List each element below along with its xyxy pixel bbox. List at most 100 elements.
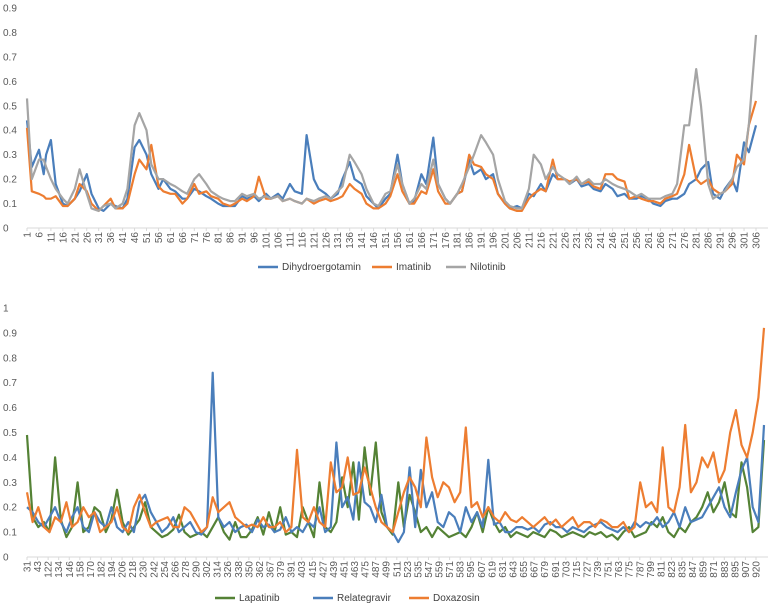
legend-label: Nilotinib xyxy=(470,262,506,273)
x-tick-label: 451 xyxy=(340,561,351,578)
x-tick-label: 559 xyxy=(435,561,446,578)
y-tick-label: 0.4 xyxy=(3,126,17,137)
x-tick-label: 136 xyxy=(345,232,356,249)
x-tick-label: 823 xyxy=(667,561,678,578)
x-tick-label: 871 xyxy=(709,561,720,578)
x-tick-label: 254 xyxy=(160,561,171,578)
y-tick-label: 0.9 xyxy=(3,328,17,339)
x-tick-label: 799 xyxy=(646,561,657,578)
x-tick-label: 226 xyxy=(560,232,571,249)
x-tick-label: 242 xyxy=(149,561,160,578)
x-tick-label: 811 xyxy=(656,561,667,577)
x-tick-label: 158 xyxy=(75,561,86,578)
x-tick-label: 121 xyxy=(309,232,320,249)
x-tick-label: 6 xyxy=(35,232,46,238)
x-tick-label: 11 xyxy=(46,232,57,243)
x-tick-label: 679 xyxy=(540,561,551,578)
x-tick-label: 61 xyxy=(166,232,177,244)
x-tick-label: 655 xyxy=(519,561,530,578)
chart-1: 00.10.20.30.40.50.60.70.80.91 6 11 16 21 26 31… xyxy=(3,4,768,273)
series-line-imatinib xyxy=(25,100,758,212)
x-tick-label: 134 xyxy=(54,561,65,578)
x-tick-label: 499 xyxy=(382,561,393,578)
x-tick-label: 350 xyxy=(244,561,255,578)
x-tick-label: 96 xyxy=(250,232,261,244)
x-tick-label: 607 xyxy=(477,561,488,578)
x-tick-label: 166 xyxy=(417,232,428,249)
x-tick-label: 787 xyxy=(635,561,646,578)
y-tick-label: 0.8 xyxy=(3,353,17,364)
x-tick-label: 475 xyxy=(361,561,372,578)
legend: Dihydroergotamin Imatinib Nilotinib xyxy=(258,262,506,273)
x-tick-label: 523 xyxy=(403,561,414,578)
x-tick-label: 151 xyxy=(381,232,392,249)
x-tick-label: 338 xyxy=(234,561,245,578)
x-tick-label: 715 xyxy=(572,561,583,578)
x-tick-label: 703 xyxy=(561,561,572,578)
legend-label: Doxazosin xyxy=(433,593,480,604)
y-tick-label: 0.4 xyxy=(3,453,17,464)
x-tick-label: 230 xyxy=(139,561,150,578)
y-tick-label: 1 xyxy=(3,304,9,315)
legend-label: Lapatinib xyxy=(239,593,280,604)
series-line-dihydroergotamin xyxy=(25,120,758,212)
y-tick-label: 0.2 xyxy=(3,175,17,186)
x-tick-label: 667 xyxy=(530,561,541,578)
x-tick-label: 367 xyxy=(266,561,277,578)
y-tick-label: 0 xyxy=(3,224,9,235)
x-tick-label: 170 xyxy=(86,561,97,578)
x-tick-label: 643 xyxy=(509,561,520,578)
x-tick-label: 859 xyxy=(699,561,710,578)
x-tick-label: 216 xyxy=(536,232,547,249)
x-tick-label: 895 xyxy=(730,561,741,578)
x-tick-label: 266 xyxy=(656,232,667,249)
y-tick-label: 0.7 xyxy=(3,52,17,63)
x-tick-label: 391 xyxy=(287,561,298,578)
x-tick-label: 427 xyxy=(318,561,329,578)
x-tick-label: 739 xyxy=(593,561,604,578)
x-tick-label: 181 xyxy=(453,232,464,249)
x-tick-label: 116 xyxy=(297,232,308,248)
series-line-nilotinib xyxy=(25,34,758,212)
x-tick-label: 487 xyxy=(371,561,382,578)
x-tick-label: 314 xyxy=(213,561,224,578)
legend-label: Relategravir xyxy=(337,593,392,604)
y-tick-label: 0.1 xyxy=(3,528,17,539)
x-tick-label: 31 xyxy=(23,561,34,573)
y-tick-label: 0.5 xyxy=(3,428,17,439)
x-tick-label: 276 xyxy=(680,232,691,249)
x-tick-label: 281 xyxy=(692,232,703,249)
y-tick-label: 0.3 xyxy=(3,150,17,161)
x-tick-label: 66 xyxy=(178,232,189,244)
x-tick-label: 415 xyxy=(308,561,319,578)
x-tick-label: 194 xyxy=(107,561,118,578)
x-tick-label: 302 xyxy=(202,561,213,578)
x-tick-label: 403 xyxy=(297,561,308,578)
x-tick-label: 583 xyxy=(456,561,467,578)
x-tick-label: 763 xyxy=(614,561,625,578)
x-tick-label: 71 xyxy=(190,232,201,244)
x-tick-label: 236 xyxy=(584,232,595,249)
y-tick-label: 0.1 xyxy=(3,199,17,210)
x-tick-label: 775 xyxy=(625,561,636,578)
x-tick-label: 101 xyxy=(262,232,273,249)
x-tick-label: 271 xyxy=(668,232,679,249)
x-tick-label: 535 xyxy=(413,561,424,578)
x-tick-label: 196 xyxy=(489,232,500,249)
x-tick-label: 186 xyxy=(465,232,476,249)
legend: Lapatinib Relategravir Doxazosin xyxy=(215,593,480,604)
x-tick-label: 191 xyxy=(477,232,488,249)
x-tick-label: 1 xyxy=(23,232,34,238)
x-tick-label: 41 xyxy=(118,232,129,244)
x-tick-label: 883 xyxy=(720,561,731,578)
x-tick-label: 122 xyxy=(44,561,55,578)
x-tick-label: 21 xyxy=(70,232,81,244)
legend-label: Dihydroergotamin xyxy=(282,262,361,273)
x-tick-label: 631 xyxy=(498,561,509,578)
x-tick-label: 86 xyxy=(226,232,237,244)
y-tick-label: 0.5 xyxy=(3,101,17,112)
y-tick-label: 0.6 xyxy=(3,77,17,88)
x-tick-label: 547 xyxy=(424,561,435,578)
